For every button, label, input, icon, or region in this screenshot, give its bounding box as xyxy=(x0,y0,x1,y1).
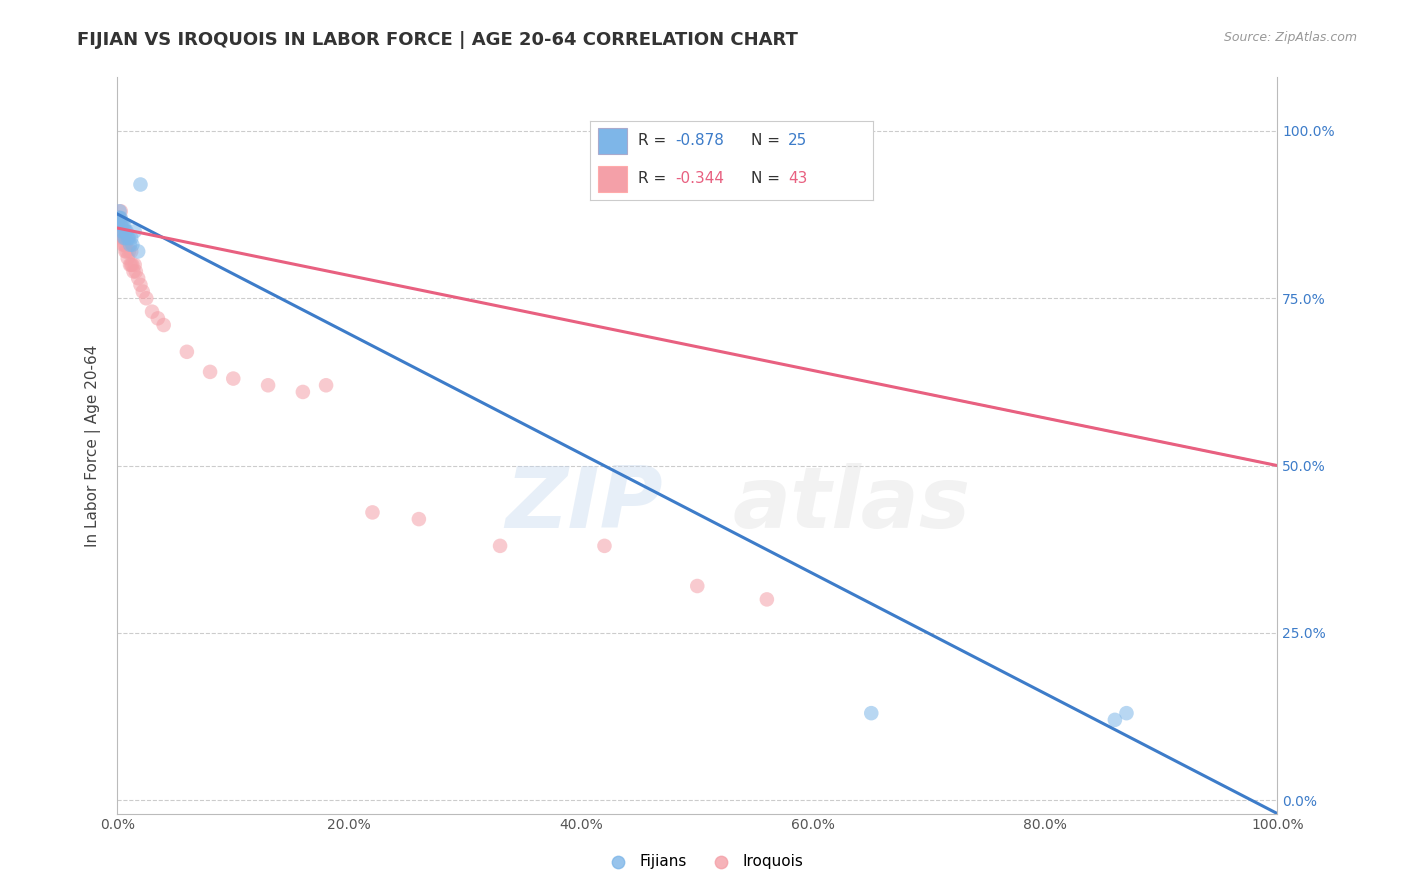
Point xyxy=(127,244,149,259)
Text: -0.878: -0.878 xyxy=(675,134,724,148)
Point xyxy=(111,218,134,232)
Point xyxy=(176,344,198,359)
Point xyxy=(112,218,135,232)
Legend: Fijians, Iroquois: Fijians, Iroquois xyxy=(598,848,808,875)
Point xyxy=(124,258,146,272)
Point xyxy=(146,311,169,326)
Bar xyxy=(599,166,627,192)
Text: 43: 43 xyxy=(789,171,807,186)
Point xyxy=(110,211,132,225)
Point xyxy=(110,218,132,232)
Y-axis label: In Labor Force | Age 20-64: In Labor Force | Age 20-64 xyxy=(86,344,101,547)
Point xyxy=(112,237,135,252)
Point xyxy=(152,318,174,332)
Point xyxy=(110,218,132,232)
Point xyxy=(112,231,135,245)
Point xyxy=(118,258,141,272)
Point xyxy=(112,231,135,245)
Point xyxy=(117,231,139,245)
Point xyxy=(108,204,131,219)
Point xyxy=(361,505,384,519)
Point xyxy=(120,231,142,245)
Point xyxy=(291,384,314,399)
Point xyxy=(108,211,131,225)
Point xyxy=(112,231,135,245)
Point xyxy=(121,237,143,252)
Text: Source: ZipAtlas.com: Source: ZipAtlas.com xyxy=(1223,31,1357,45)
Point xyxy=(315,378,337,392)
Point xyxy=(1104,713,1126,727)
Point xyxy=(112,218,135,232)
Point xyxy=(135,291,157,305)
Point xyxy=(686,579,709,593)
Text: N =: N = xyxy=(751,171,785,186)
Text: N =: N = xyxy=(751,134,785,148)
Point xyxy=(593,539,616,553)
Point xyxy=(120,244,142,259)
Point xyxy=(114,231,136,245)
Point xyxy=(108,211,131,225)
Bar xyxy=(599,128,627,154)
Point xyxy=(107,211,129,225)
Point xyxy=(122,264,145,278)
Point xyxy=(114,244,136,259)
Point xyxy=(132,285,155,299)
Point xyxy=(114,224,136,238)
Text: atlas: atlas xyxy=(733,463,970,546)
Point xyxy=(107,211,129,225)
Point xyxy=(108,224,131,238)
Point xyxy=(112,224,135,238)
Point xyxy=(1115,706,1137,721)
Point xyxy=(117,251,139,265)
Text: -0.344: -0.344 xyxy=(675,171,724,186)
Text: ZIP: ZIP xyxy=(505,463,662,546)
Point xyxy=(129,178,152,192)
Point xyxy=(125,264,148,278)
Point xyxy=(129,277,152,292)
Point xyxy=(257,378,280,392)
Point xyxy=(121,258,143,272)
Point xyxy=(127,271,149,285)
Text: R =: R = xyxy=(638,134,671,148)
Point xyxy=(115,244,138,259)
Text: R =: R = xyxy=(638,171,671,186)
Point xyxy=(408,512,430,526)
Point xyxy=(860,706,883,721)
Point xyxy=(222,371,245,385)
Point xyxy=(124,224,146,238)
Point xyxy=(198,365,221,379)
Point xyxy=(111,231,134,245)
Point xyxy=(120,258,142,272)
Point xyxy=(111,224,134,238)
Point xyxy=(114,237,136,252)
Point xyxy=(755,592,778,607)
Point xyxy=(112,237,135,252)
Point xyxy=(107,218,129,232)
Point xyxy=(110,204,132,219)
Point xyxy=(118,244,141,259)
Point xyxy=(111,224,134,238)
Point xyxy=(115,224,138,238)
Point xyxy=(489,539,512,553)
Text: FIJIAN VS IROQUOIS IN LABOR FORCE | AGE 20-64 CORRELATION CHART: FIJIAN VS IROQUOIS IN LABOR FORCE | AGE … xyxy=(77,31,799,49)
Point xyxy=(118,237,141,252)
Text: 25: 25 xyxy=(789,134,807,148)
Point xyxy=(118,231,141,245)
Point xyxy=(141,304,163,318)
